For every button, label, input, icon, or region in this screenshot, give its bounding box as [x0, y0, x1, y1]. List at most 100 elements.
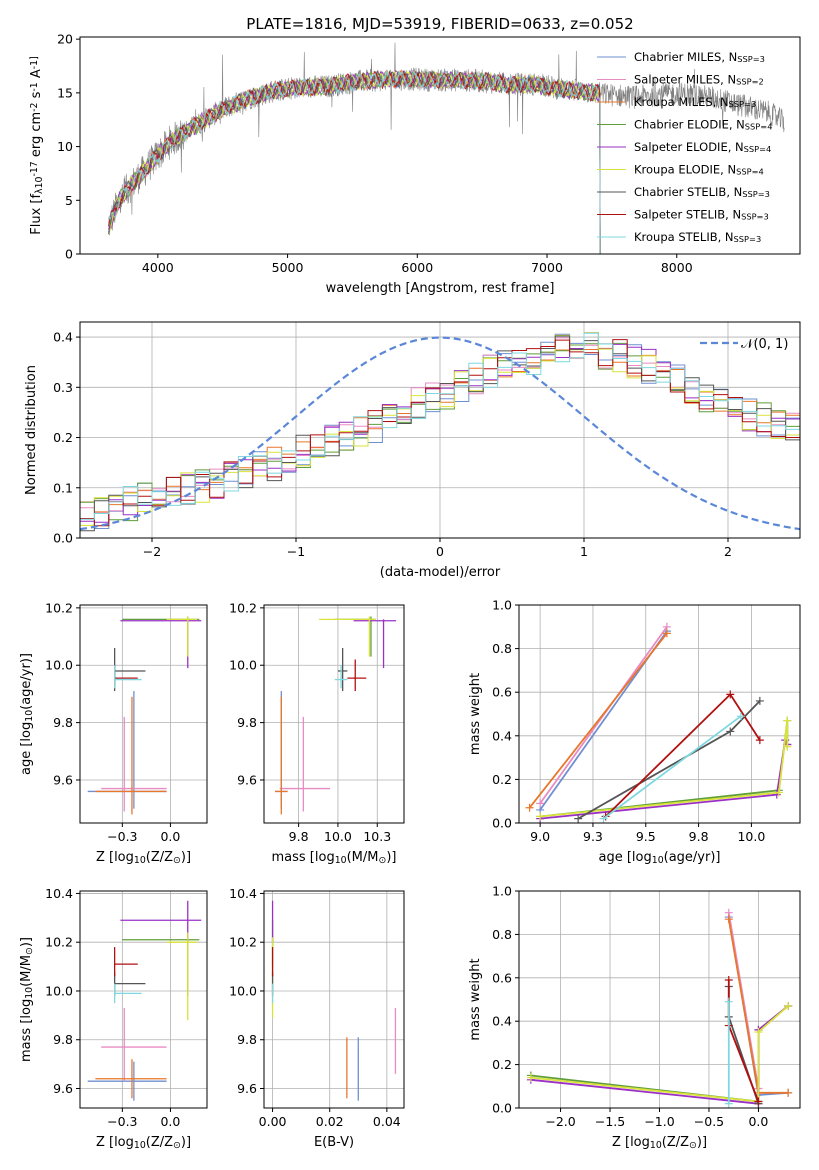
plot-area [80, 332, 800, 532]
marker-8-0 [599, 814, 608, 823]
y-tick-label: 10.2 [45, 600, 73, 615]
axes-age-vs-Z: −0.3 0.0 9.6 9.8 10.0 10.2 Z [log10(Z/Z⊙)] age … [19, 600, 208, 866]
y-tick-label: 15 [57, 85, 73, 100]
y-tick-label: 20 [57, 32, 73, 47]
axes-mass-weight-vs-age: 9.0 9.3 9.5 9.8 10.0 0.0 0.2 0.4 0.6 0.8 1.0 age [l… [468, 598, 801, 866]
axes-frame [79, 890, 208, 1109]
marker-6-1 [726, 727, 735, 736]
x-tick-label: 9.8 [289, 829, 309, 844]
y-tick-label: 10.0 [45, 983, 73, 998]
y-axis-label: mass weight [468, 958, 483, 1040]
y-tick-label: 9.8 [237, 715, 257, 730]
x-tick-label: −0.3 [107, 829, 137, 844]
y-tick-label: 1.0 [492, 884, 512, 899]
y-tick-label: 10.4 [45, 886, 73, 901]
y-tick-label: 9.6 [53, 1081, 73, 1096]
y-tick-label: 5 [65, 193, 73, 208]
x-axis-label: Z [log10(Z/Z⊙)] [96, 1135, 191, 1151]
plot-area [271, 900, 397, 1101]
y-tick-label: 10.2 [229, 935, 257, 950]
axes-age-vs-mass: 9.8 10.0 10.3 9.6 9.8 10.0 10.2 mass [log10(M/M… [229, 600, 405, 866]
legend-entry: Kroupa STELIB, NSSP=3 [634, 230, 761, 244]
x-axis-label: wavelength [Angstrom, rest frame] [326, 281, 555, 296]
series-8 [602, 715, 742, 820]
x-tick-label: 9.5 [636, 829, 656, 844]
axes-frame [79, 36, 801, 255]
marker-7-1 [726, 690, 735, 699]
model-spectrum-7 [108, 70, 601, 254]
x-tick-label: 0.04 [373, 1114, 401, 1129]
y-tick-label: 0 [65, 247, 73, 262]
axes-frame [263, 890, 405, 1109]
marker-2-1 [662, 629, 671, 638]
series-3 [540, 720, 789, 818]
x-tick-label: −1 [287, 544, 305, 559]
legend-entry: Chabrier MILES, NSSP=3 [634, 50, 765, 64]
y-tick-label: 0.4 [492, 1014, 512, 1029]
y-tick-label: 0.8 [492, 641, 512, 656]
y-tick-label: 1.0 [492, 598, 512, 613]
axes-frame [518, 604, 801, 824]
x-tick-label: 0.0 [748, 1114, 768, 1129]
gaussian-curve [80, 336, 800, 531]
axes-mass-vs-Z: −0.3 0.0 9.6 9.8 10.0 10.2 10.4 Z [log10(Z/Z⊙)]… [19, 886, 208, 1151]
x-axis-label: age [log10(age/yr)] [599, 850, 721, 866]
marker-5-2 [754, 1028, 763, 1037]
x-tick-label: 0 [436, 544, 444, 559]
series-5 [530, 1005, 789, 1103]
histogram-6 [80, 335, 800, 532]
axes-frame [263, 604, 405, 824]
x-tick-label: 9.8 [689, 829, 709, 844]
marker-8-1 [724, 1099, 733, 1108]
plot-area [525, 622, 792, 823]
marker-1-0 [536, 799, 545, 808]
model-spectrum-0 [108, 70, 601, 254]
marker-2-0 [724, 915, 733, 924]
y-tick-label: 10.0 [229, 983, 257, 998]
histogram-8 [80, 332, 800, 520]
marker-5-0 [536, 812, 545, 821]
axes-residuals: −2 −1 0 1 2 0.0 0.1 0.2 0.3 0.4 (data-model)/error… [24, 321, 801, 580]
legend-entry: Chabrier STELIB, NSSP=3 [634, 185, 770, 199]
plot-area [108, 42, 785, 254]
marker-7-2 [755, 736, 764, 745]
axes-mass-weight-vs-Z: −2.0 −1.5 −1.0 −0.5 0.0 0.0 0.2 0.4 0.6 0.8 1.0 Z [… [468, 884, 801, 1151]
plot-area [87, 616, 202, 815]
x-tick-label: 5000 [272, 260, 304, 275]
marker-7-0 [724, 975, 733, 984]
x-tick-label: 2 [724, 544, 732, 559]
marker-2-2 [784, 1088, 793, 1097]
model-spectrum-1 [108, 69, 601, 254]
y-tick-label: 9.8 [237, 1032, 257, 1047]
plot-area [526, 908, 793, 1108]
x-axis-label: Z [log10(Z/Z⊙)] [96, 850, 191, 866]
legend-entry: Salpeter MILES, NSSP=2 [634, 73, 764, 87]
plot-area [275, 616, 397, 815]
x-axis-label: Z [log10(Z/Z⊙)] [612, 1135, 707, 1151]
y-tick-label: 0.0 [53, 531, 73, 546]
legend-entry: Kroupa ELODIE, NSSP=4 [634, 163, 764, 177]
x-tick-label: 7000 [531, 260, 563, 275]
x-tick-label: 0.0 [160, 1114, 180, 1129]
gaussian-legend-label: 𝒩(0, 1) [741, 337, 788, 352]
marker-5-3 [783, 742, 792, 751]
y-tick-label: 10.2 [229, 600, 257, 615]
x-tick-label: 9.3 [583, 829, 603, 844]
y-tick-label: 0.3 [53, 380, 73, 395]
legend-entry: Salpeter STELIB, NSSP=3 [634, 208, 769, 222]
series-5 [540, 720, 789, 818]
x-tick-label: 0.00 [259, 1114, 287, 1129]
marker-8-0 [724, 997, 733, 1006]
y-tick-label: 0.2 [492, 772, 512, 787]
model-spectrum-3 [108, 69, 601, 254]
y-tick-label: 9.8 [53, 1032, 73, 1047]
y-tick-label: 0.6 [492, 970, 512, 985]
y-tick-label: 10.4 [229, 886, 257, 901]
x-tick-label: −0.3 [107, 1114, 137, 1129]
marker-5-3 [784, 1002, 793, 1011]
histogram-2 [80, 347, 800, 513]
y-tick-label: 9.6 [53, 772, 73, 787]
x-axis-label: E(B-V) [314, 1135, 354, 1150]
y-tick-label: 10.0 [229, 658, 257, 673]
